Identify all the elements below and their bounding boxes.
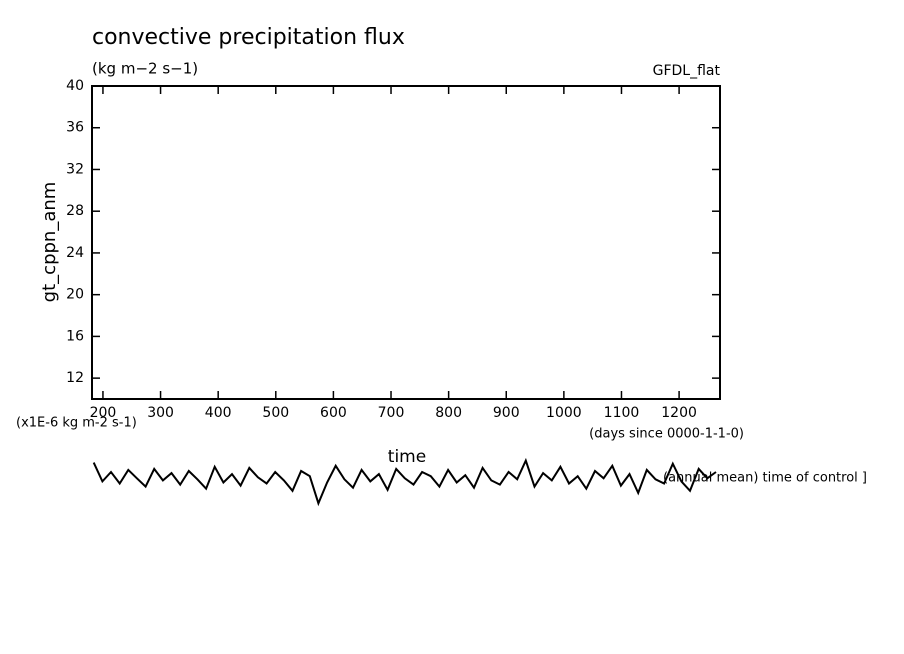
- x-tick-label: 1000: [546, 405, 582, 421]
- y-tick-label: 20: [66, 287, 84, 303]
- x-tick-label: 200: [90, 405, 117, 421]
- x-units: (days since 0000-1-1-0): [589, 427, 744, 442]
- y-tick-label: 24: [66, 245, 84, 261]
- y-tick-label: 36: [66, 120, 84, 136]
- x-tick-label: 1100: [604, 405, 640, 421]
- x-tick-label: 1200: [661, 405, 697, 421]
- y-tick-label: 12: [66, 370, 84, 386]
- y-axis-label: gt_cppn_anm: [39, 182, 60, 303]
- y-tick-label: 40: [66, 78, 84, 94]
- x-tick-label: 400: [205, 405, 232, 421]
- plot-frame: [91, 85, 721, 400]
- x-tick-label: 600: [320, 405, 347, 421]
- y-tick-label: 16: [66, 328, 84, 344]
- y-units: (x1E-6 kg m-2 s-1): [16, 416, 137, 431]
- y-tick-label: 32: [66, 161, 84, 177]
- data-line: [92, 457, 717, 507]
- x-tick-label: 900: [493, 405, 520, 421]
- x-tick-label: 500: [262, 405, 289, 421]
- x-tick-label: 300: [147, 405, 174, 421]
- x-axis-label: time: [388, 447, 426, 467]
- x-tick-label: 700: [378, 405, 405, 421]
- x-tick-label: 800: [435, 405, 462, 421]
- y-tick-label: 28: [66, 203, 84, 219]
- source-label: GFDL_flat: [653, 63, 721, 79]
- subtitle: (kg m−2 s−1): [92, 60, 198, 78]
- chart-title: convective precipitation flux: [92, 25, 405, 50]
